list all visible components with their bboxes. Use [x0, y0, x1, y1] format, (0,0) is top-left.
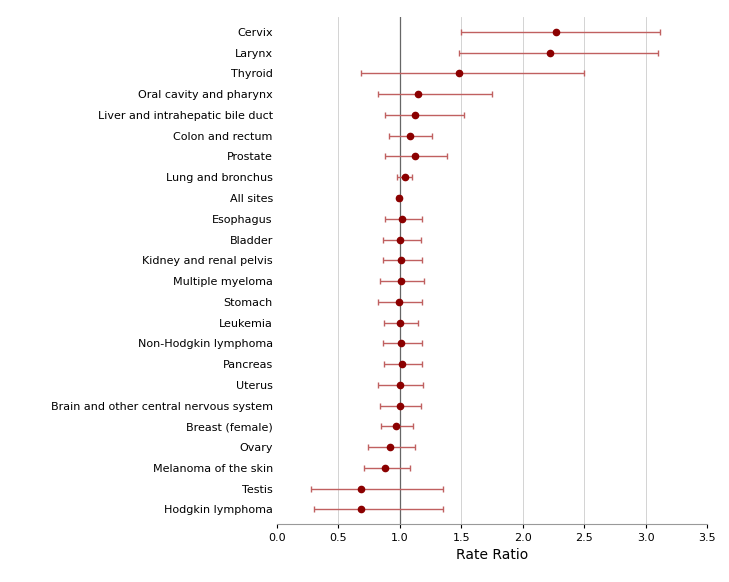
X-axis label: Rate Ratio: Rate Ratio	[456, 548, 529, 562]
